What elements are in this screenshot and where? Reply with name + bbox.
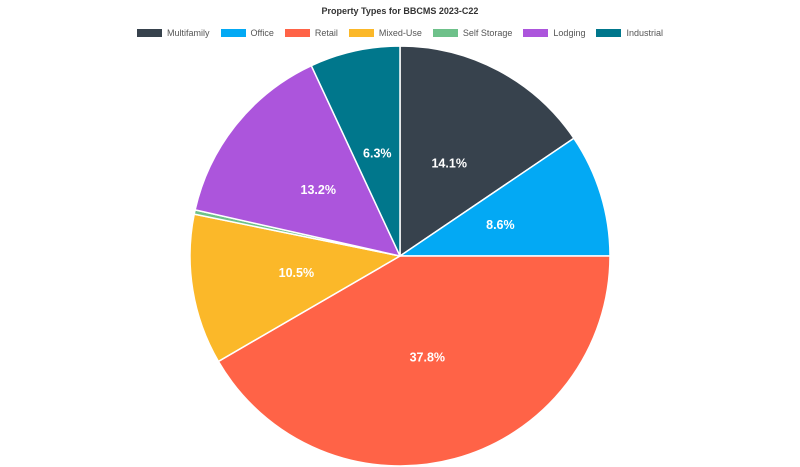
legend-swatch-self-storage <box>432 29 458 37</box>
legend-label-multifamily: Multifamily <box>167 28 210 38</box>
legend-label-industrial: Industrial <box>626 28 663 38</box>
slice-label-mixed-use: 10.5% <box>279 266 314 280</box>
legend-item-lodging[interactable]: Lodging <box>523 28 585 38</box>
slice-label-multifamily: 14.1% <box>431 156 466 170</box>
legend-label-self-storage: Self Storage <box>462 28 513 38</box>
legend-item-mixed-use[interactable]: Mixed-Use <box>348 28 422 38</box>
legend-swatch-office <box>220 29 246 37</box>
legend-swatch-retail <box>284 29 310 37</box>
legend-swatch-multifamily <box>137 29 162 37</box>
slice-label-lodging: 13.2% <box>301 183 336 197</box>
legend-label-mixed-use: Mixed-Use <box>378 28 422 38</box>
slice-label-retail: 37.8% <box>410 350 445 364</box>
pie-slice-lodging[interactable] <box>194 64 401 257</box>
chart-title: Property Types for BBCMS 2023-C22 <box>321 6 479 16</box>
slice-label-office: 8.6% <box>486 218 515 232</box>
legend-label-retail: Retail <box>314 28 338 38</box>
legend-swatch-mixed-use <box>348 29 374 37</box>
pie-slice-multifamily[interactable] <box>399 45 575 257</box>
legend-item-multifamily[interactable]: Multifamily <box>137 28 210 38</box>
slice-label-industrial: 6.3% <box>363 146 392 160</box>
pie-slice-industrial[interactable] <box>310 45 401 257</box>
legend: Multifamily Office Retail Mixed-Use Self Sto… <box>0 28 800 38</box>
legend-label-lodging: Lodging <box>553 28 586 38</box>
legend-item-retail[interactable]: Retail <box>284 28 338 38</box>
legend-swatch-industrial <box>596 29 622 37</box>
legend-label-office: Office <box>250 28 274 38</box>
pie-slice-mixed-use[interactable] <box>189 213 401 363</box>
pie-slice-office[interactable] <box>399 137 611 257</box>
legend-item-self-storage[interactable]: Self Storage <box>432 28 513 38</box>
legend-swatch-lodging <box>523 29 549 37</box>
pie-slice-retail[interactable] <box>217 255 611 467</box>
legend-item-office[interactable]: Office <box>220 28 274 38</box>
legend-item-industrial[interactable]: Industrial <box>596 28 663 38</box>
